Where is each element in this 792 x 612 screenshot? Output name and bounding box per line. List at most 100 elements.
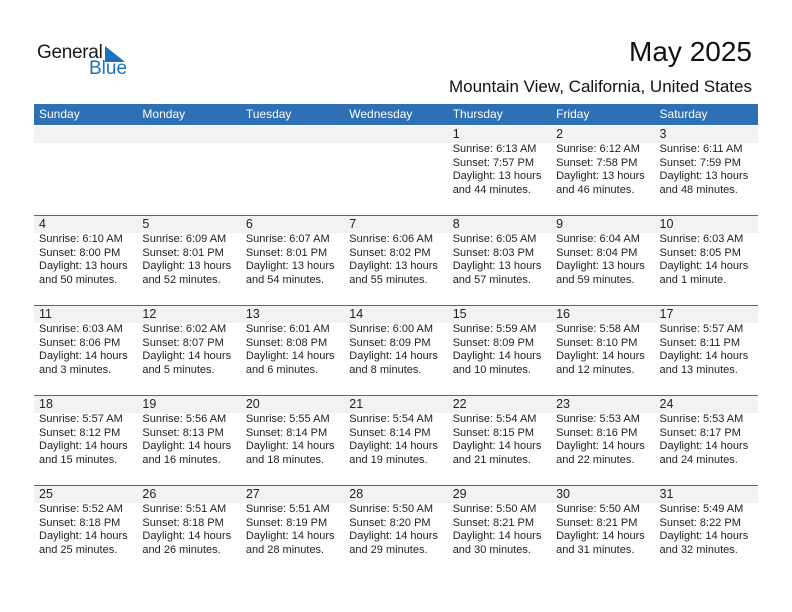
empty-day-cell	[137, 126, 240, 216]
day-cell: 2Sunrise: 6:12 AMSunset: 7:58 PMDaylight…	[551, 126, 654, 216]
week-row: 18Sunrise: 5:57 AMSunset: 8:12 PMDayligh…	[34, 395, 758, 486]
daylight-minutes-text: and 30 minutes.	[453, 544, 551, 558]
daylight-minutes-text: and 10 minutes.	[453, 364, 551, 378]
day-number: 9	[556, 216, 654, 233]
sunset-text: Sunset: 8:00 PM	[39, 247, 137, 261]
sunset-text: Sunset: 8:22 PM	[660, 517, 758, 531]
daylight-text: Daylight: 14 hours	[453, 350, 551, 364]
sunset-text: Sunset: 8:01 PM	[142, 247, 240, 261]
day-cell: 15Sunrise: 5:59 AMSunset: 8:09 PMDayligh…	[448, 306, 551, 396]
week-row: 4Sunrise: 6:10 AMSunset: 8:00 PMDaylight…	[34, 215, 758, 306]
day-number: 26	[142, 486, 240, 503]
daylight-text: Daylight: 14 hours	[246, 350, 344, 364]
daylight-text: Daylight: 14 hours	[660, 260, 758, 274]
daylight-minutes-text: and 16 minutes.	[142, 454, 240, 468]
day-number: 13	[246, 306, 344, 323]
daylight-minutes-text: and 48 minutes.	[660, 184, 758, 198]
daylight-text: Daylight: 14 hours	[453, 440, 551, 454]
day-cell: 7Sunrise: 6:06 AMSunset: 8:02 PMDaylight…	[344, 216, 447, 306]
day-cell: 16Sunrise: 5:58 AMSunset: 8:10 PMDayligh…	[551, 306, 654, 396]
daylight-text: Daylight: 14 hours	[39, 350, 137, 364]
daylight-minutes-text: and 8 minutes.	[349, 364, 447, 378]
sunrise-text: Sunrise: 6:09 AM	[142, 233, 240, 247]
day-cell: 5Sunrise: 6:09 AMSunset: 8:01 PMDaylight…	[137, 216, 240, 306]
day-number: 24	[660, 396, 758, 413]
daylight-text: Daylight: 14 hours	[660, 350, 758, 364]
location-subtitle: Mountain View, California, United States	[449, 77, 752, 97]
daylight-text: Daylight: 14 hours	[142, 440, 240, 454]
daylight-minutes-text: and 21 minutes.	[453, 454, 551, 468]
sunset-text: Sunset: 8:21 PM	[556, 517, 654, 531]
logo: General Blue	[37, 42, 132, 82]
sunrise-text: Sunrise: 6:03 AM	[660, 233, 758, 247]
daylight-text: Daylight: 13 hours	[453, 170, 551, 184]
day-number: 10	[660, 216, 758, 233]
daylight-minutes-text: and 13 minutes.	[660, 364, 758, 378]
day-cell: 12Sunrise: 6:02 AMSunset: 8:07 PMDayligh…	[137, 306, 240, 396]
weekday-header: SundayMondayTuesdayWednesdayThursdayFrid…	[34, 104, 758, 125]
daylight-minutes-text: and 59 minutes.	[556, 274, 654, 288]
weekday-sunday: Sunday	[34, 104, 137, 125]
day-number: 27	[246, 486, 344, 503]
sunset-text: Sunset: 8:18 PM	[142, 517, 240, 531]
day-number: 22	[453, 396, 551, 413]
daylight-minutes-text: and 6 minutes.	[246, 364, 344, 378]
day-number: 29	[453, 486, 551, 503]
sunrise-text: Sunrise: 6:02 AM	[142, 323, 240, 337]
sunrise-text: Sunrise: 6:00 AM	[349, 323, 447, 337]
daylight-text: Daylight: 13 hours	[556, 260, 654, 274]
sunset-text: Sunset: 8:12 PM	[39, 427, 137, 441]
sunrise-text: Sunrise: 5:59 AM	[453, 323, 551, 337]
daylight-minutes-text: and 25 minutes.	[39, 544, 137, 558]
daylight-text: Daylight: 13 hours	[556, 170, 654, 184]
day-number: 8	[453, 216, 551, 233]
daylight-text: Daylight: 13 hours	[246, 260, 344, 274]
daylight-minutes-text: and 19 minutes.	[349, 454, 447, 468]
day-number: 31	[660, 486, 758, 503]
empty-day-cell	[344, 126, 447, 216]
day-cell: 26Sunrise: 5:51 AMSunset: 8:18 PMDayligh…	[137, 486, 240, 576]
daylight-text: Daylight: 14 hours	[660, 440, 758, 454]
day-cell: 30Sunrise: 5:50 AMSunset: 8:21 PMDayligh…	[551, 486, 654, 576]
day-number: 3	[660, 126, 758, 143]
daylight-minutes-text: and 52 minutes.	[142, 274, 240, 288]
sunset-text: Sunset: 8:08 PM	[246, 337, 344, 351]
sunrise-text: Sunrise: 5:52 AM	[39, 503, 137, 517]
sunrise-text: Sunrise: 5:54 AM	[349, 413, 447, 427]
day-cell: 21Sunrise: 5:54 AMSunset: 8:14 PMDayligh…	[344, 396, 447, 486]
day-number: 2	[556, 126, 654, 143]
sunset-text: Sunset: 8:01 PM	[246, 247, 344, 261]
sunrise-text: Sunrise: 6:10 AM	[39, 233, 137, 247]
daylight-minutes-text: and 46 minutes.	[556, 184, 654, 198]
weekday-wednesday: Wednesday	[344, 104, 447, 125]
sunrise-text: Sunrise: 5:53 AM	[660, 413, 758, 427]
daylight-minutes-text: and 57 minutes.	[453, 274, 551, 288]
daylight-text: Daylight: 14 hours	[246, 530, 344, 544]
sunrise-text: Sunrise: 5:57 AM	[39, 413, 137, 427]
day-number: 16	[556, 306, 654, 323]
daylight-text: Daylight: 14 hours	[142, 350, 240, 364]
weekday-saturday: Saturday	[655, 104, 758, 125]
day-number: 1	[453, 126, 551, 143]
sunset-text: Sunset: 7:59 PM	[660, 157, 758, 171]
sunset-text: Sunset: 8:10 PM	[556, 337, 654, 351]
empty-day-cell	[241, 126, 344, 216]
sunset-text: Sunset: 8:02 PM	[349, 247, 447, 261]
sunrise-text: Sunrise: 5:58 AM	[556, 323, 654, 337]
day-number: 6	[246, 216, 344, 233]
daylight-minutes-text: and 1 minute.	[660, 274, 758, 288]
sunrise-text: Sunrise: 5:50 AM	[453, 503, 551, 517]
daylight-text: Daylight: 14 hours	[142, 530, 240, 544]
sunrise-text: Sunrise: 6:03 AM	[39, 323, 137, 337]
daylight-minutes-text: and 15 minutes.	[39, 454, 137, 468]
day-number: 7	[349, 216, 447, 233]
sunset-text: Sunset: 8:11 PM	[660, 337, 758, 351]
sunrise-text: Sunrise: 5:55 AM	[246, 413, 344, 427]
sunset-text: Sunset: 8:18 PM	[39, 517, 137, 531]
sunrise-text: Sunrise: 6:07 AM	[246, 233, 344, 247]
day-cell: 23Sunrise: 5:53 AMSunset: 8:16 PMDayligh…	[551, 396, 654, 486]
sunrise-text: Sunrise: 6:12 AM	[556, 143, 654, 157]
sunset-text: Sunset: 8:14 PM	[246, 427, 344, 441]
daylight-text: Daylight: 14 hours	[349, 350, 447, 364]
